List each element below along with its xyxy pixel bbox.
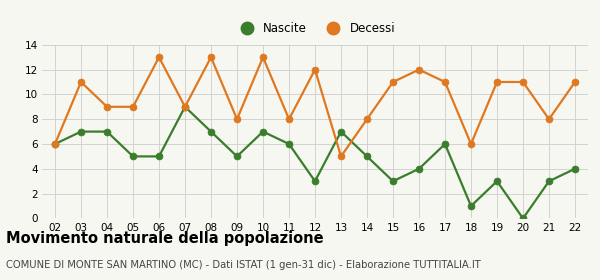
Nascite bbox=[389, 179, 397, 183]
Nascite bbox=[208, 130, 215, 133]
Nascite bbox=[311, 179, 319, 183]
Nascite bbox=[520, 217, 527, 220]
Nascite bbox=[155, 155, 163, 158]
Decessi bbox=[208, 55, 215, 59]
Nascite bbox=[571, 167, 578, 171]
Decessi bbox=[364, 118, 371, 121]
Nascite bbox=[545, 179, 553, 183]
Nascite bbox=[364, 155, 371, 158]
Decessi bbox=[155, 55, 163, 59]
Decessi bbox=[467, 142, 475, 146]
Nascite bbox=[493, 179, 500, 183]
Decessi bbox=[311, 68, 319, 71]
Nascite bbox=[259, 130, 266, 133]
Line: Decessi: Decessi bbox=[52, 54, 578, 160]
Decessi bbox=[233, 118, 241, 121]
Decessi bbox=[520, 80, 527, 84]
Decessi bbox=[442, 80, 449, 84]
Nascite bbox=[130, 155, 137, 158]
Nascite bbox=[77, 130, 85, 133]
Nascite bbox=[233, 155, 241, 158]
Decessi bbox=[286, 118, 293, 121]
Nascite bbox=[337, 130, 344, 133]
Decessi bbox=[337, 155, 344, 158]
Decessi bbox=[571, 80, 578, 84]
Text: COMUNE DI MONTE SAN MARTINO (MC) - Dati ISTAT (1 gen-31 dic) - Elaborazione TUTT: COMUNE DI MONTE SAN MARTINO (MC) - Dati … bbox=[6, 260, 481, 270]
Legend: Nascite, Decessi: Nascite, Decessi bbox=[235, 22, 395, 36]
Nascite bbox=[442, 142, 449, 146]
Nascite bbox=[286, 142, 293, 146]
Decessi bbox=[259, 55, 266, 59]
Decessi bbox=[77, 80, 85, 84]
Decessi bbox=[545, 118, 553, 121]
Line: Nascite: Nascite bbox=[52, 103, 578, 222]
Text: Movimento naturale della popolazione: Movimento naturale della popolazione bbox=[6, 231, 323, 246]
Nascite bbox=[52, 142, 59, 146]
Nascite bbox=[415, 167, 422, 171]
Nascite bbox=[467, 204, 475, 208]
Decessi bbox=[389, 80, 397, 84]
Nascite bbox=[181, 105, 188, 108]
Decessi bbox=[52, 142, 59, 146]
Decessi bbox=[103, 105, 110, 108]
Decessi bbox=[181, 105, 188, 108]
Decessi bbox=[415, 68, 422, 71]
Decessi bbox=[493, 80, 500, 84]
Nascite bbox=[103, 130, 110, 133]
Decessi bbox=[130, 105, 137, 108]
